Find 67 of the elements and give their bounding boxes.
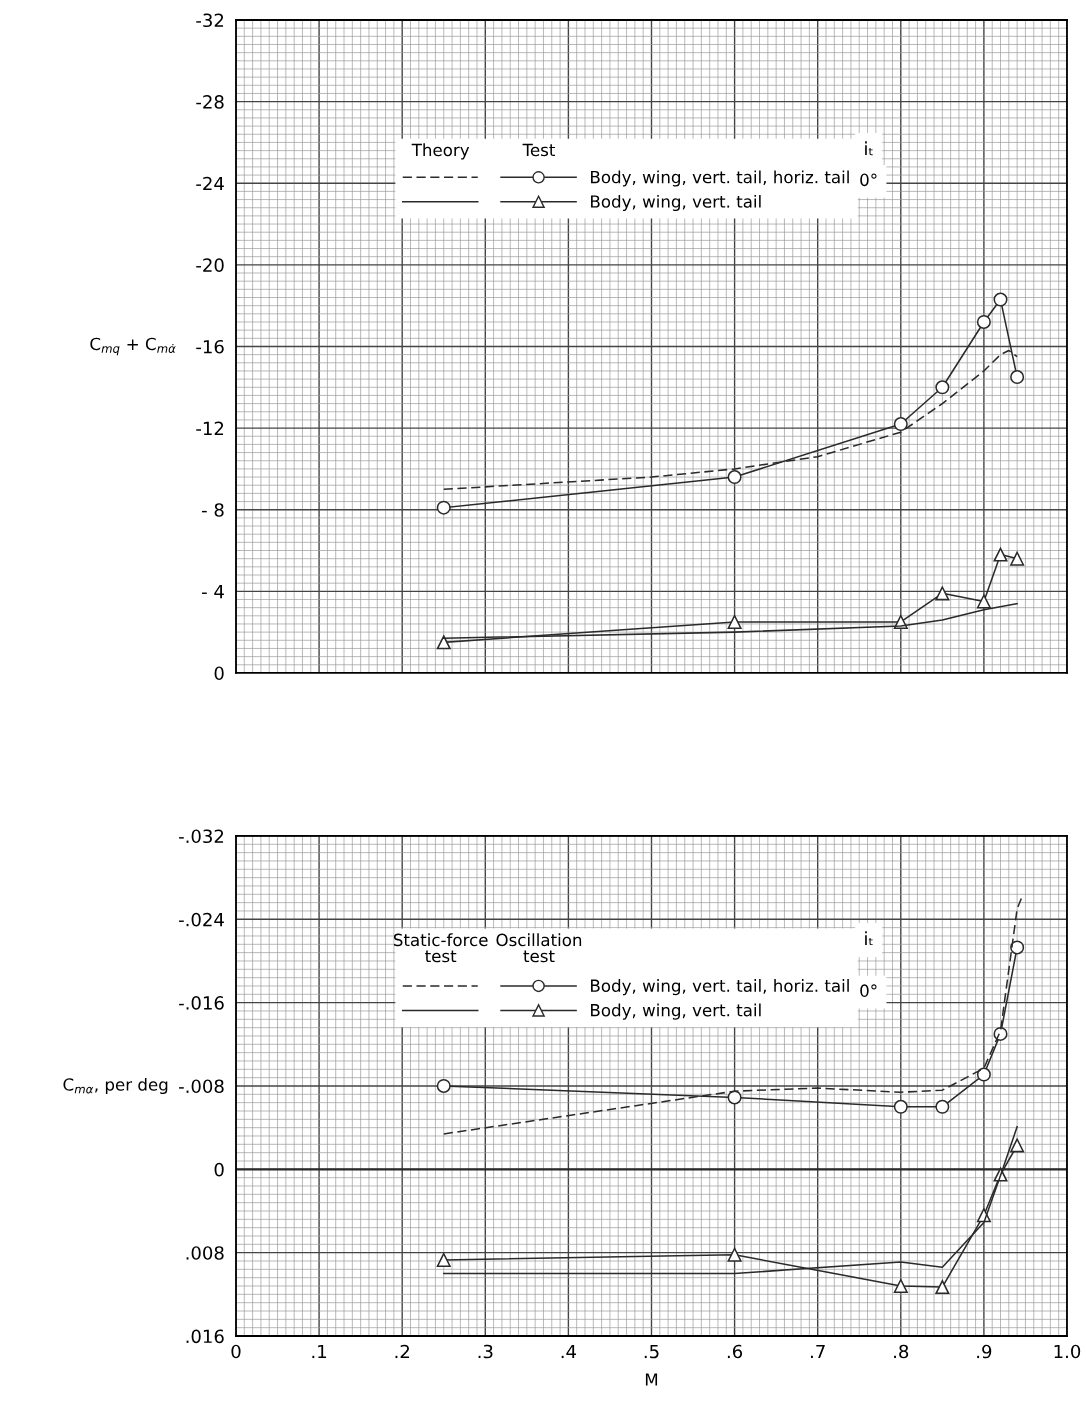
y-tick-label: -20 [196,258,224,272]
point [893,416,908,432]
legend-label: Body, wing, vert. tail, horiz. tail [591,170,849,187]
annotation: Static-force test [393,933,488,963]
y-tick-label: 0 [214,666,224,681]
y-tick-label: -.008 [179,1079,224,1094]
point [976,1067,991,1082]
point [935,1099,950,1114]
point [993,1026,1008,1041]
x-tick-label: .3 [478,1344,493,1359]
x-tick-label: 1.0 [1054,1344,1081,1359]
point [436,500,451,515]
x-tick-label: .7 [811,1344,825,1359]
point [935,380,950,395]
point [436,635,451,650]
y-tick-label: -.024 [179,912,224,927]
y-tick-label: -24 [196,176,224,191]
y-tick-label: - 4 [202,585,224,599]
point [727,1090,742,1105]
legend-label: Body, wing, vert. tail, horiz. tail [591,979,849,996]
y-tick-label: .008 [186,1246,224,1260]
point [1010,370,1025,385]
point [976,594,991,609]
annotation: Oscillation test [496,933,582,963]
y-tick-label: -16 [196,339,224,354]
point [727,470,742,485]
point [436,1078,451,1094]
legend-label: Body, wing, vert. tail [591,1003,761,1020]
point [1010,551,1025,566]
annotation: 0° [860,173,877,187]
legend-label: Body, wing, vert. tail [591,194,761,212]
x-tick-label: .6 [727,1344,743,1359]
y-axis-title: C$_{mq}$ + C$_{mα̇}$ [90,337,176,356]
point [935,1280,950,1295]
y-tick-label: -.032 [179,829,224,844]
y-axis-title: C$_{mα}$, per deg [63,1077,168,1095]
point [436,1252,451,1267]
point [893,1278,908,1294]
x-tick-label: .5 [644,1344,659,1359]
annotation: Test [522,143,556,157]
y-tick-label: -.016 [179,996,224,1010]
point [993,547,1008,562]
annotation: Theory [411,143,470,160]
point [727,1247,742,1262]
point [727,614,742,629]
y-tick-label: .016 [186,1329,224,1344]
point [893,1099,908,1114]
point [935,586,950,601]
point [976,314,991,330]
point [1010,1138,1025,1153]
y-tick-label: - 8 [202,503,224,517]
point [993,292,1008,307]
point [1010,940,1025,955]
x-tick-label: .8 [894,1344,909,1359]
y-tick-label: -32 [196,13,224,28]
x-axis-title: M [645,1373,658,1386]
y-tick-label: -12 [196,421,224,435]
annotation: iₜ [865,931,873,946]
x-tick-label: .4 [561,1344,576,1359]
annotation: iₜ [865,141,873,156]
x-tick-label: 0 [231,1344,241,1359]
x-tick-label: .9 [977,1344,992,1359]
x-tick-label: .2 [395,1344,409,1359]
y-tick-label: 0 [214,1162,224,1177]
x-tick-label: .1 [312,1344,327,1359]
y-tick-label: -28 [196,95,224,109]
annotation: 0° [860,984,877,997]
